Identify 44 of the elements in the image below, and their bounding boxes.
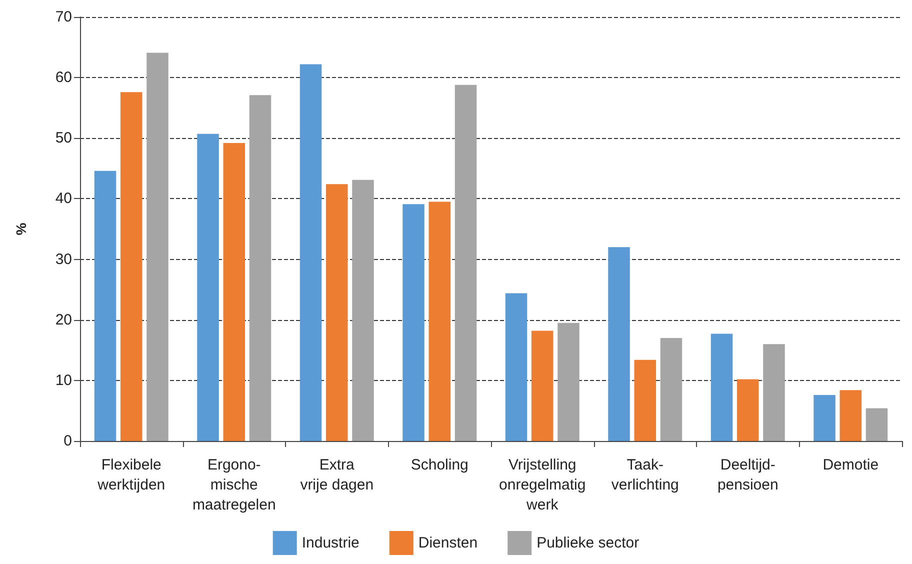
bar [531, 330, 554, 441]
bar [249, 95, 272, 441]
bar [763, 344, 785, 441]
y-tick-label: 60 [55, 69, 72, 86]
bar [866, 408, 888, 441]
bar [300, 64, 322, 441]
legend-label: Diensten [418, 534, 478, 552]
bar [120, 92, 142, 441]
y-tick-label: 20 [55, 311, 72, 328]
bar [505, 293, 528, 441]
bar [454, 84, 477, 441]
legend-label: Publieke sector [536, 534, 640, 552]
y-tick-label: 0 [64, 432, 72, 450]
y-tick-label: 70 [55, 8, 72, 26]
x-tick-label: Taak- verlichting [611, 456, 679, 494]
y-tick-label: 50 [55, 130, 72, 147]
bar [326, 184, 348, 441]
bar [223, 142, 246, 441]
bar [634, 360, 656, 441]
x-tick-label: Flexibele werktijden [96, 456, 166, 494]
bar [608, 247, 630, 441]
y-tick-label: 40 [55, 190, 72, 208]
legend-label: Industrie [302, 534, 360, 552]
x-tick-label: Scholing [410, 456, 468, 474]
bar [146, 52, 168, 441]
x-tick-label: Deeltijd- pensioen [717, 456, 778, 494]
bar [352, 180, 374, 441]
bar [660, 338, 682, 441]
bar [736, 379, 759, 441]
x-tick-label: Extra vrije dagen [300, 456, 374, 494]
bar [814, 394, 836, 441]
y-tick-label: 30 [55, 250, 72, 268]
bar [402, 204, 424, 441]
x-tick-label: Demotie [822, 456, 879, 474]
bar [197, 134, 219, 441]
bar [94, 170, 116, 441]
bar [428, 202, 451, 441]
y-tick-label: 10 [55, 372, 72, 389]
bar [710, 334, 733, 441]
x-tick-label: Ergono- mische maatregelen [192, 456, 276, 514]
x-tick-label: Vrijstelling onregelmatig werk [499, 456, 586, 514]
bar [840, 390, 862, 441]
y-axis-title: % [13, 222, 29, 236]
bar [558, 322, 580, 441]
